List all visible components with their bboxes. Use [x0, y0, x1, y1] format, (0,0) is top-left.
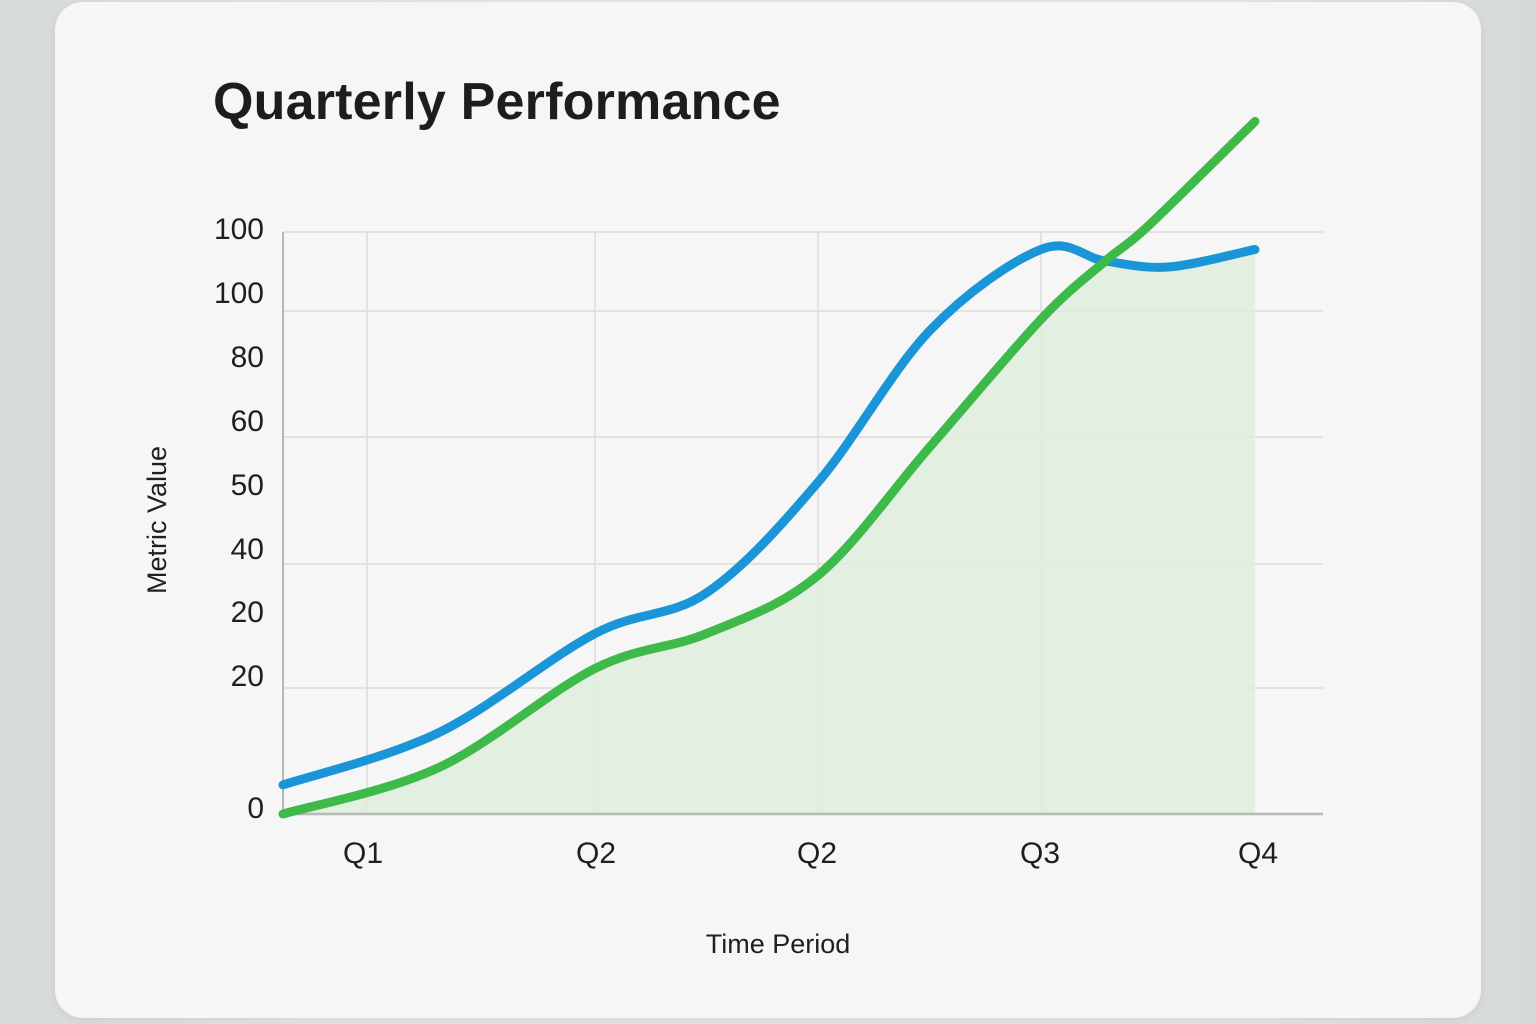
- x-tick-label: Q1: [343, 837, 383, 870]
- x-tick-label: Q2: [576, 837, 616, 870]
- x-tick-label: Q3: [1020, 837, 1060, 870]
- x-tick-label: Q2: [797, 837, 837, 870]
- y-tick-label: 20: [231, 596, 264, 629]
- y-tick-label: 0: [247, 792, 264, 825]
- x-tick-label: Q4: [1238, 837, 1278, 870]
- y-tick-label: 80: [231, 341, 264, 374]
- y-tick-label: 100: [214, 277, 264, 310]
- y-tick-label: 20: [231, 660, 264, 693]
- y-tick-label: 50: [231, 469, 264, 502]
- y-axis-label: Metric Value: [142, 446, 172, 594]
- x-tick-labels: Q1 Q2 Q2 Q3 Q4: [343, 837, 1278, 870]
- y-tick-labels: 100 100 80 60 50 40 20 20 0: [214, 213, 264, 825]
- green-area-fill: [283, 249, 1255, 814]
- y-tick-label: 60: [231, 405, 264, 438]
- green-series-line: [278, 116, 1260, 819]
- y-tick-label: 40: [231, 533, 264, 566]
- blue-series-line: [278, 241, 1260, 790]
- chart-title: Quarterly Performance: [213, 73, 781, 131]
- y-tick-label: 100: [214, 213, 264, 246]
- x-axis-label: Time Period: [706, 929, 851, 959]
